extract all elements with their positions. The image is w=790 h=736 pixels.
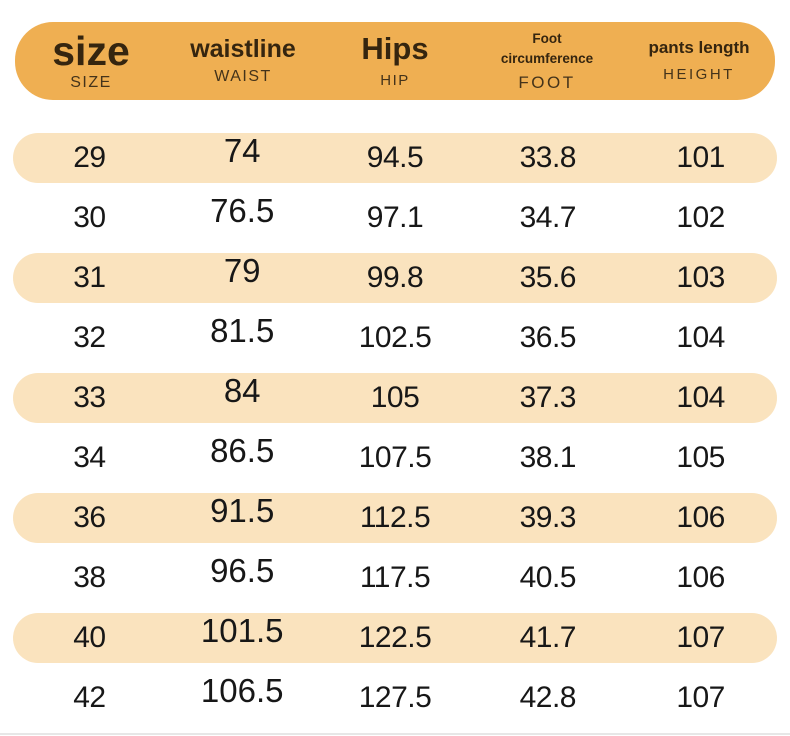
cell-size: 40 — [73, 621, 106, 654]
cell-hip: 94.5 — [366, 141, 424, 174]
cell-hip: 127.5 — [358, 681, 432, 714]
cell-foot: 34.7 — [519, 201, 577, 234]
table-row: 42 106.5 127.5 42.8 107 — [13, 668, 777, 728]
cell-height: 102 — [676, 201, 725, 234]
cell-waist: 81.5 — [210, 312, 275, 349]
cell-height: 103 — [676, 261, 725, 294]
cell-hip: 102.5 — [358, 321, 432, 354]
cell-size: 34 — [73, 441, 106, 474]
table-row: 38 96.5 117.5 40.5 106 — [13, 548, 777, 608]
column-sublabel-waist: WAIST — [214, 68, 272, 86]
cell-waist: 86.5 — [210, 432, 275, 469]
cell-hip: 105 — [370, 381, 420, 414]
table-row: 30 76.5 97.1 34.7 102 — [13, 188, 777, 248]
size-chart-rows: 29 74 94.5 33.8 101 30 76.5 97.1 34.7 102 31 79 99.8… — [13, 128, 777, 728]
cell-hip: 122.5 — [358, 621, 432, 654]
column-header-foot: Foot circumference FOOT — [471, 29, 623, 93]
column-header-height: pants length HEIGHT — [623, 39, 775, 83]
cell-foot: 41.7 — [519, 621, 577, 654]
bottom-divider — [0, 733, 790, 735]
cell-size: 29 — [73, 141, 106, 174]
table-row: 34 86.5 107.5 38.1 105 — [13, 428, 777, 488]
cell-waist: 101.5 — [200, 612, 284, 649]
table-row: 29 74 94.5 33.8 101 — [13, 132, 777, 183]
cell-foot: 39.3 — [519, 501, 577, 534]
column-sublabel-foot: FOOT — [518, 73, 576, 93]
cell-height: 101 — [676, 141, 725, 174]
cell-waist: 91.5 — [210, 492, 275, 529]
cell-height: 104 — [676, 381, 725, 414]
cell-foot: 35.6 — [519, 261, 577, 294]
cell-height: 107 — [676, 621, 725, 654]
cell-foot: 37.3 — [519, 381, 577, 414]
cell-height: 106 — [676, 501, 725, 534]
table-row: 31 79 99.8 35.6 103 — [13, 252, 777, 303]
size-chart-header: size SIZE waistline WAIST Hips HIP Foot … — [15, 22, 775, 100]
column-header-waist: waistline WAIST — [167, 36, 319, 86]
cell-waist: 84 — [223, 372, 261, 409]
cell-height: 107 — [676, 681, 725, 714]
cell-waist: 96.5 — [210, 552, 275, 589]
cell-waist: 106.5 — [200, 672, 284, 709]
cell-size: 31 — [73, 261, 106, 294]
cell-size: 32 — [73, 321, 106, 354]
cell-height: 105 — [676, 441, 725, 474]
column-sublabel-height: HEIGHT — [663, 65, 735, 83]
cell-waist: 79 — [223, 252, 261, 289]
cell-foot: 36.5 — [519, 321, 577, 354]
cell-hip: 112.5 — [359, 501, 431, 534]
cell-height: 106 — [676, 561, 725, 594]
column-label-height: pants length — [648, 38, 750, 58]
column-sublabel-hip: HIP — [380, 71, 410, 89]
cell-hip: 97.1 — [366, 201, 424, 234]
column-header-size: size SIZE — [15, 30, 167, 91]
cell-foot: 33.8 — [519, 141, 577, 174]
cell-hip: 107.5 — [358, 441, 432, 474]
table-row: 33 84 105 37.3 104 — [13, 372, 777, 423]
cell-size: 36 — [73, 501, 106, 534]
cell-foot: 38.1 — [519, 441, 577, 474]
table-row: 40 101.5 122.5 41.7 107 — [13, 612, 777, 663]
cell-hip: 117.5 — [359, 561, 431, 594]
column-header-hip: Hips HIP — [319, 33, 471, 89]
column-label-hip: Hips — [361, 31, 429, 67]
cell-size: 42 — [73, 681, 106, 714]
cell-waist: 76.5 — [210, 192, 275, 229]
column-label-foot: Foot circumference — [500, 30, 594, 66]
table-row: 32 81.5 102.5 36.5 104 — [13, 308, 777, 368]
cell-foot: 40.5 — [519, 561, 577, 594]
cell-hip: 99.8 — [366, 261, 424, 294]
cell-height: 104 — [676, 321, 725, 354]
cell-size: 33 — [73, 381, 106, 414]
cell-size: 38 — [73, 561, 106, 594]
table-row: 36 91.5 112.5 39.3 106 — [13, 492, 777, 543]
cell-waist: 74 — [223, 132, 261, 169]
cell-foot: 42.8 — [519, 681, 577, 714]
column-label-waist: waistline — [190, 34, 296, 63]
cell-size: 30 — [73, 201, 106, 234]
column-label-size: size — [52, 28, 130, 75]
column-sublabel-size: SIZE — [70, 73, 112, 91]
